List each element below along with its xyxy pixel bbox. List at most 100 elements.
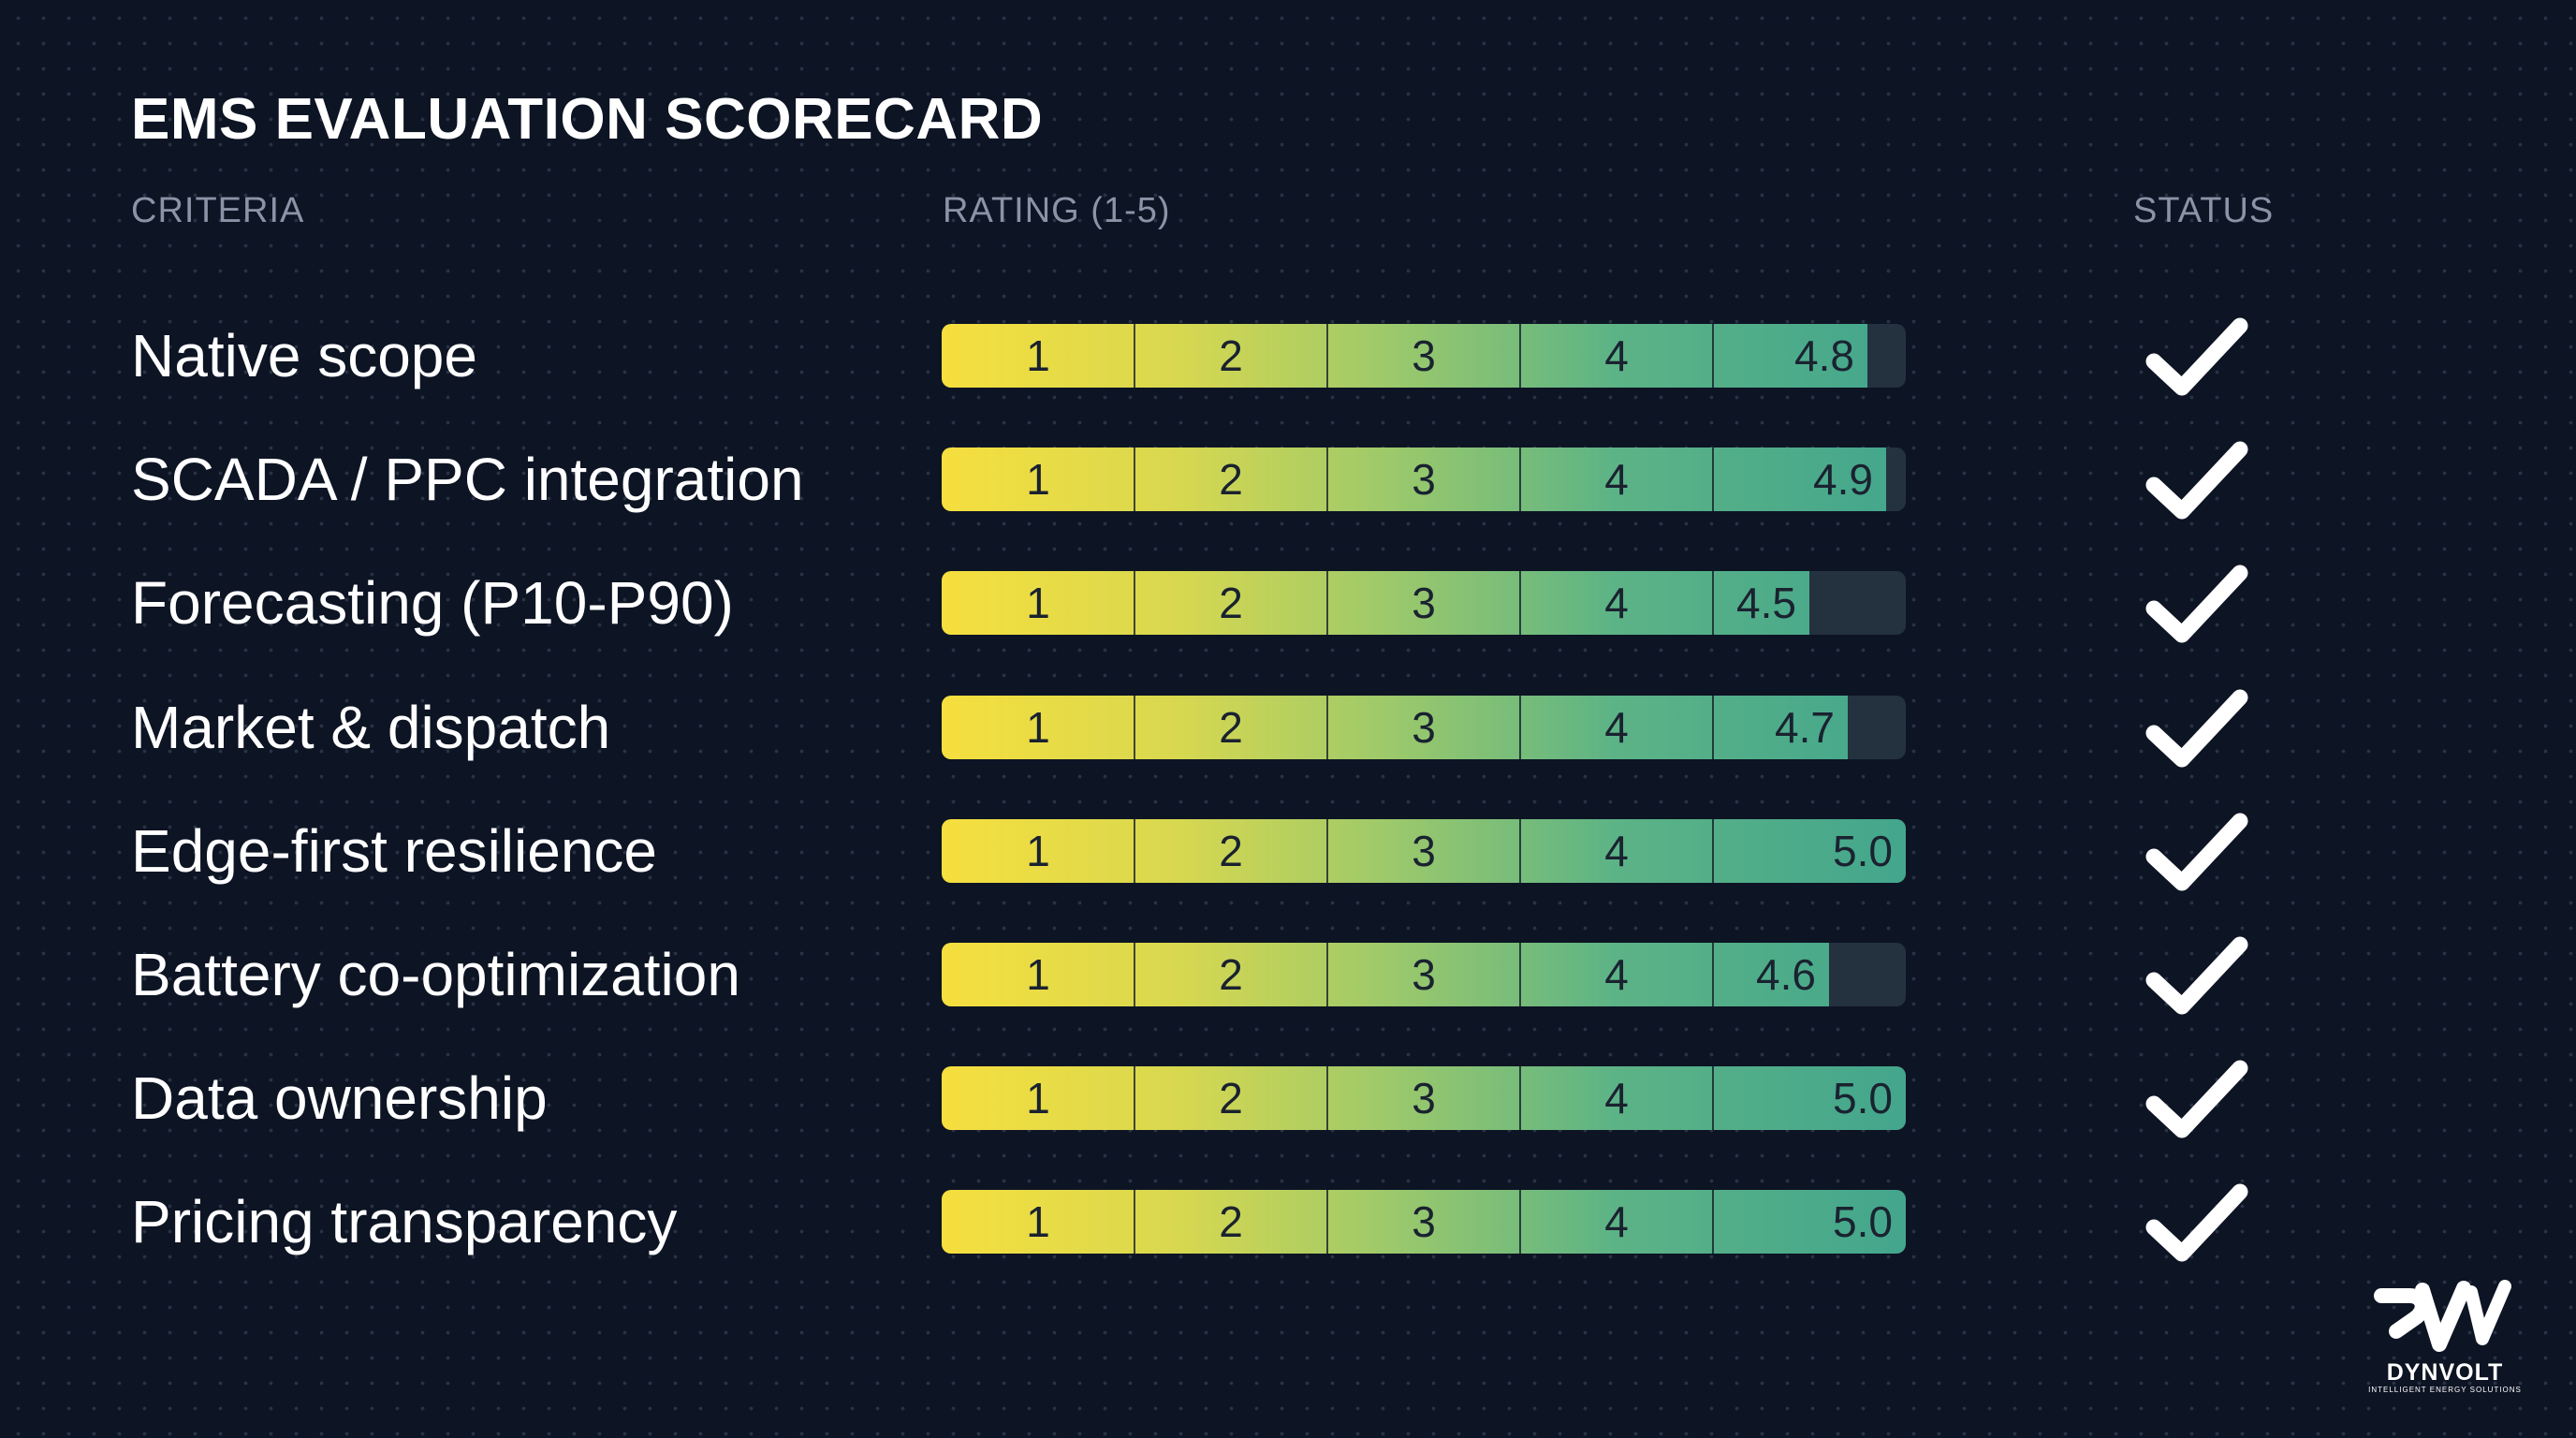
rating-bar-divider [1134,571,1135,635]
rating-value-label: 4.8 [1794,331,1854,380]
criteria-label: Native scope [131,322,477,389]
rating-tick-label: 4 [1604,579,1629,627]
rating-bar-divider [1519,1066,1521,1130]
checkmark-icon [2145,441,2248,520]
rating-tick-label: 3 [1412,1197,1436,1246]
rating-tick-label: 2 [1219,1197,1243,1246]
rating-bar-divider [1712,696,1714,759]
rating-tick-label: 2 [1219,950,1243,999]
rating-value-label: 4.9 [1813,455,1873,504]
page-title: EMS EVALUATION SCORECARD [131,87,1044,152]
rating-bar-track: 1 2 3 4 5.0 [942,819,1906,883]
rating-bar [942,819,1906,883]
rating-bar [942,1190,1906,1254]
rating-bar-divider [1134,819,1135,883]
rating-tick-label: 4 [1604,827,1629,875]
rating-bar [942,696,1848,759]
rating-bar-divider [1519,819,1521,883]
scorecard-row: SCADA / PPC integration 1 2 3 4 4.9 [0,441,2576,520]
rating-tick-label: 2 [1219,827,1243,875]
checkmark-icon [2145,1183,2248,1262]
rating-bar-track: 1 2 3 4 5.0 [942,1066,1906,1130]
rating-bar [942,1066,1906,1130]
criteria-label: Pricing transparency [131,1188,678,1255]
rating-bar-divider [1134,1190,1135,1254]
checkmark-icon [2145,813,2248,891]
rating-tick-label: 1 [1026,579,1050,627]
scorecard-row: Forecasting (P10-P90) 1 2 3 4 4.5 [0,565,2576,643]
rating-bar-divider [1712,943,1714,1006]
rating-tick-label: 4 [1604,1197,1629,1246]
checkmark-icon [2145,1060,2248,1138]
rating-tick-label: 4 [1604,950,1629,999]
rating-bar-divider [1134,1066,1135,1130]
rating-bar-divider [1519,448,1521,511]
rating-tick-label: 4 [1604,331,1629,380]
rating-value-label: 4.7 [1775,703,1835,752]
rating-column-header: RATING (1-5) [943,191,1171,230]
rating-bar-divider [1712,324,1714,388]
rating-bar-divider [1712,819,1714,883]
criteria-label: Battery co-optimization [131,941,740,1008]
rating-tick-label: 1 [1026,703,1050,752]
rating-tick-label: 2 [1219,331,1243,380]
rating-tick-label: 4 [1604,703,1629,752]
criteria-label: Edge-first resilience [131,817,657,885]
rating-bar-divider [1326,1066,1328,1130]
criteria-label: Market & dispatch [131,694,611,761]
rating-bar-divider [1712,448,1714,511]
rating-bar-divider [1712,571,1714,635]
criteria-column-header: CRITERIA [131,191,305,230]
rating-bar-track: 1 2 3 4 4.8 [942,324,1906,388]
rating-tick-label: 1 [1026,950,1050,999]
rating-bar-divider [1519,943,1521,1006]
rating-value-label: 4.5 [1736,579,1796,627]
rating-bar-divider [1326,324,1328,388]
rating-bar-divider [1326,819,1328,883]
rating-tick-label: 3 [1412,579,1436,627]
rating-tick-label: 3 [1412,827,1436,875]
rating-bar-track: 1 2 3 4 5.0 [942,1190,1906,1254]
rating-bar-divider [1134,448,1135,511]
rating-tick-label: 3 [1412,950,1436,999]
rating-bar-divider [1519,324,1521,388]
checkmark-icon [2145,565,2248,643]
checkmark-icon [2145,317,2248,396]
logo-tagline: INTELLIGENT ENERGY SOLUTIONS [2368,1386,2522,1394]
checkmark-icon [2145,689,2248,768]
rating-bar-divider [1519,571,1521,635]
rating-bar-track: 1 2 3 4 4.9 [942,448,1906,511]
logo-name: DYNVOLT [2386,1359,2504,1386]
rating-bar-divider [1134,943,1135,1006]
dynvolt-logo-icon [2374,1280,2511,1352]
rating-bar-divider [1326,1190,1328,1254]
rating-tick-label: 4 [1604,1074,1629,1123]
rating-tick-label: 3 [1412,703,1436,752]
rating-tick-label: 1 [1026,455,1050,504]
status-column-header: STATUS [2133,191,2275,230]
rating-bar-divider [1326,696,1328,759]
criteria-label: Forecasting (P10-P90) [131,569,734,637]
rating-tick-label: 2 [1219,579,1243,627]
rating-bar-divider [1712,1190,1714,1254]
scorecard-row: Edge-first resilience 1 2 3 4 5.0 [0,813,2576,891]
rating-bar-track: 1 2 3 4 4.7 [942,696,1906,759]
checkmark-icon [2145,936,2248,1015]
rating-bar-divider [1326,943,1328,1006]
rating-tick-label: 1 [1026,1197,1050,1246]
rating-bar-track: 1 2 3 4 4.5 [942,571,1906,635]
rating-tick-label: 3 [1412,455,1436,504]
criteria-label: SCADA / PPC integration [131,446,804,513]
rating-tick-label: 2 [1219,1074,1243,1123]
rating-bar-divider [1712,1066,1714,1130]
rating-bar-divider [1519,696,1521,759]
rating-bar [942,448,1886,511]
rating-tick-label: 2 [1219,455,1243,504]
rating-bar [942,571,1809,635]
rating-value-label: 5.0 [1833,827,1893,875]
rating-tick-label: 1 [1026,331,1050,380]
rating-tick-label: 2 [1219,703,1243,752]
scorecard-row: Market & dispatch 1 2 3 4 4.7 [0,689,2576,768]
rating-bar-divider [1326,448,1328,511]
rating-tick-label: 1 [1026,1074,1050,1123]
